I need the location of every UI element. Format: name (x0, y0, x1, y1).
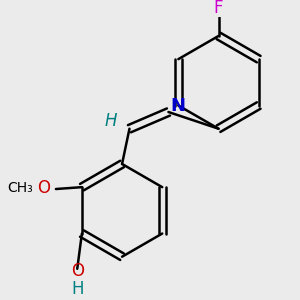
Text: O: O (38, 179, 50, 197)
Text: H: H (71, 280, 83, 298)
Text: N: N (170, 98, 185, 116)
Text: F: F (214, 0, 223, 17)
Text: CH₃: CH₃ (7, 181, 33, 195)
Text: H: H (105, 112, 117, 130)
Text: O: O (71, 262, 84, 280)
